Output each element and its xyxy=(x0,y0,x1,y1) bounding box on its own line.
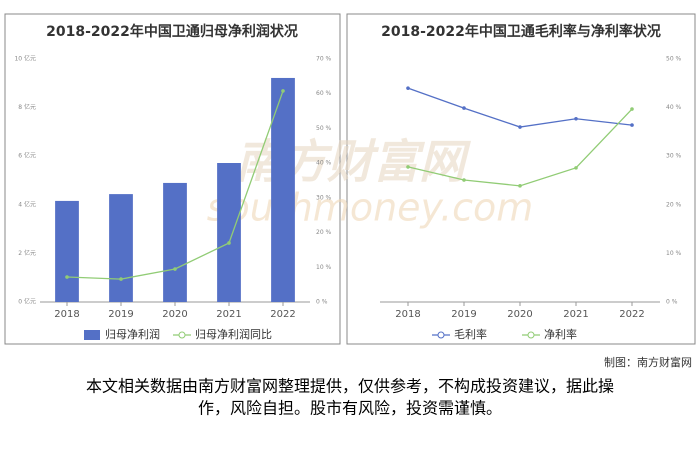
x-tick-label: 2019 xyxy=(108,309,133,320)
legend-swatch xyxy=(178,331,186,339)
point xyxy=(462,178,466,182)
watermark: 南方财富网 xyxy=(235,135,471,189)
point xyxy=(518,184,522,188)
chart-title: 2018-2022年中国卫通归母净利润状况 xyxy=(46,23,298,40)
y-tick-label: 2 亿元 xyxy=(18,249,36,257)
y-tick-label: 6 亿元 xyxy=(18,152,36,160)
note-line: 作，风险自担。股市有风险，投资需谨慎。 xyxy=(198,399,502,418)
legend-swatch xyxy=(84,330,100,340)
point xyxy=(119,277,123,281)
y2-tick-label: 40 % xyxy=(316,160,332,167)
y2-tick-label: 70 % xyxy=(316,56,332,63)
panel-frame xyxy=(346,13,696,345)
chart-title: 2018-2022年中国卫通毛利率与净利率状况 xyxy=(381,23,661,40)
legend-label: 净利率 xyxy=(544,327,577,341)
bar xyxy=(55,200,79,302)
x-tick-label: 2019 xyxy=(451,309,476,320)
y2-tick-label: 0 % xyxy=(316,299,328,306)
line xyxy=(407,87,633,128)
y-tick-label: 20 % xyxy=(666,201,682,208)
point xyxy=(518,125,522,129)
y2-tick-label: 60 % xyxy=(316,90,332,97)
panel-frame xyxy=(4,13,341,345)
x-tick-label: 2022 xyxy=(619,309,644,320)
x-tick-label: 2018 xyxy=(395,309,420,320)
y-tick-label: 30 % xyxy=(666,153,682,160)
y-tick-label: 0 % xyxy=(666,299,678,306)
point xyxy=(574,166,578,170)
x-tick-label: 2021 xyxy=(563,309,588,320)
bar xyxy=(109,194,133,302)
bar xyxy=(163,182,187,302)
point xyxy=(630,123,634,127)
point xyxy=(406,165,410,169)
point xyxy=(227,241,231,245)
y-tick-label: 0 亿元 xyxy=(18,298,36,306)
y-tick-label: 4 亿元 xyxy=(18,200,36,208)
point xyxy=(630,107,634,111)
x-tick-label: 2020 xyxy=(162,309,187,320)
point xyxy=(173,267,177,271)
x-tick-label: 2021 xyxy=(216,309,241,320)
bar xyxy=(217,163,241,302)
legend-swatch xyxy=(527,331,535,339)
note-line: 本文相关数据由南方财富网整理提供，仅供参考，不构成投资建议，据此操 xyxy=(86,377,614,396)
y-tick-label: 50 % xyxy=(666,56,682,63)
point xyxy=(281,89,285,93)
point xyxy=(65,275,69,279)
bar xyxy=(271,77,295,302)
y2-tick-label: 50 % xyxy=(316,125,332,132)
y-tick-label: 8 亿元 xyxy=(18,103,36,111)
x-tick-label: 2022 xyxy=(270,309,295,320)
legend-label: 毛利率 xyxy=(454,327,487,341)
y2-tick-label: 20 % xyxy=(316,229,332,236)
source: 制图：南方财富网 xyxy=(604,355,692,369)
point xyxy=(574,116,578,121)
x-tick-label: 2020 xyxy=(507,309,532,320)
y-tick-label: 10 % xyxy=(666,250,682,257)
y-tick-label: 40 % xyxy=(666,104,682,111)
watermark: southmoney.com xyxy=(207,186,534,230)
y2-tick-label: 30 % xyxy=(316,194,332,201)
legend-swatch xyxy=(437,331,445,339)
point xyxy=(462,106,466,110)
y2-tick-label: 10 % xyxy=(316,264,332,271)
x-tick-label: 2018 xyxy=(54,309,79,320)
legend-label: 归母净利润 xyxy=(105,327,160,341)
point xyxy=(406,86,410,90)
legend-label: 归母净利润同比 xyxy=(195,327,272,341)
y-tick-label: 10 亿元 xyxy=(14,55,36,63)
